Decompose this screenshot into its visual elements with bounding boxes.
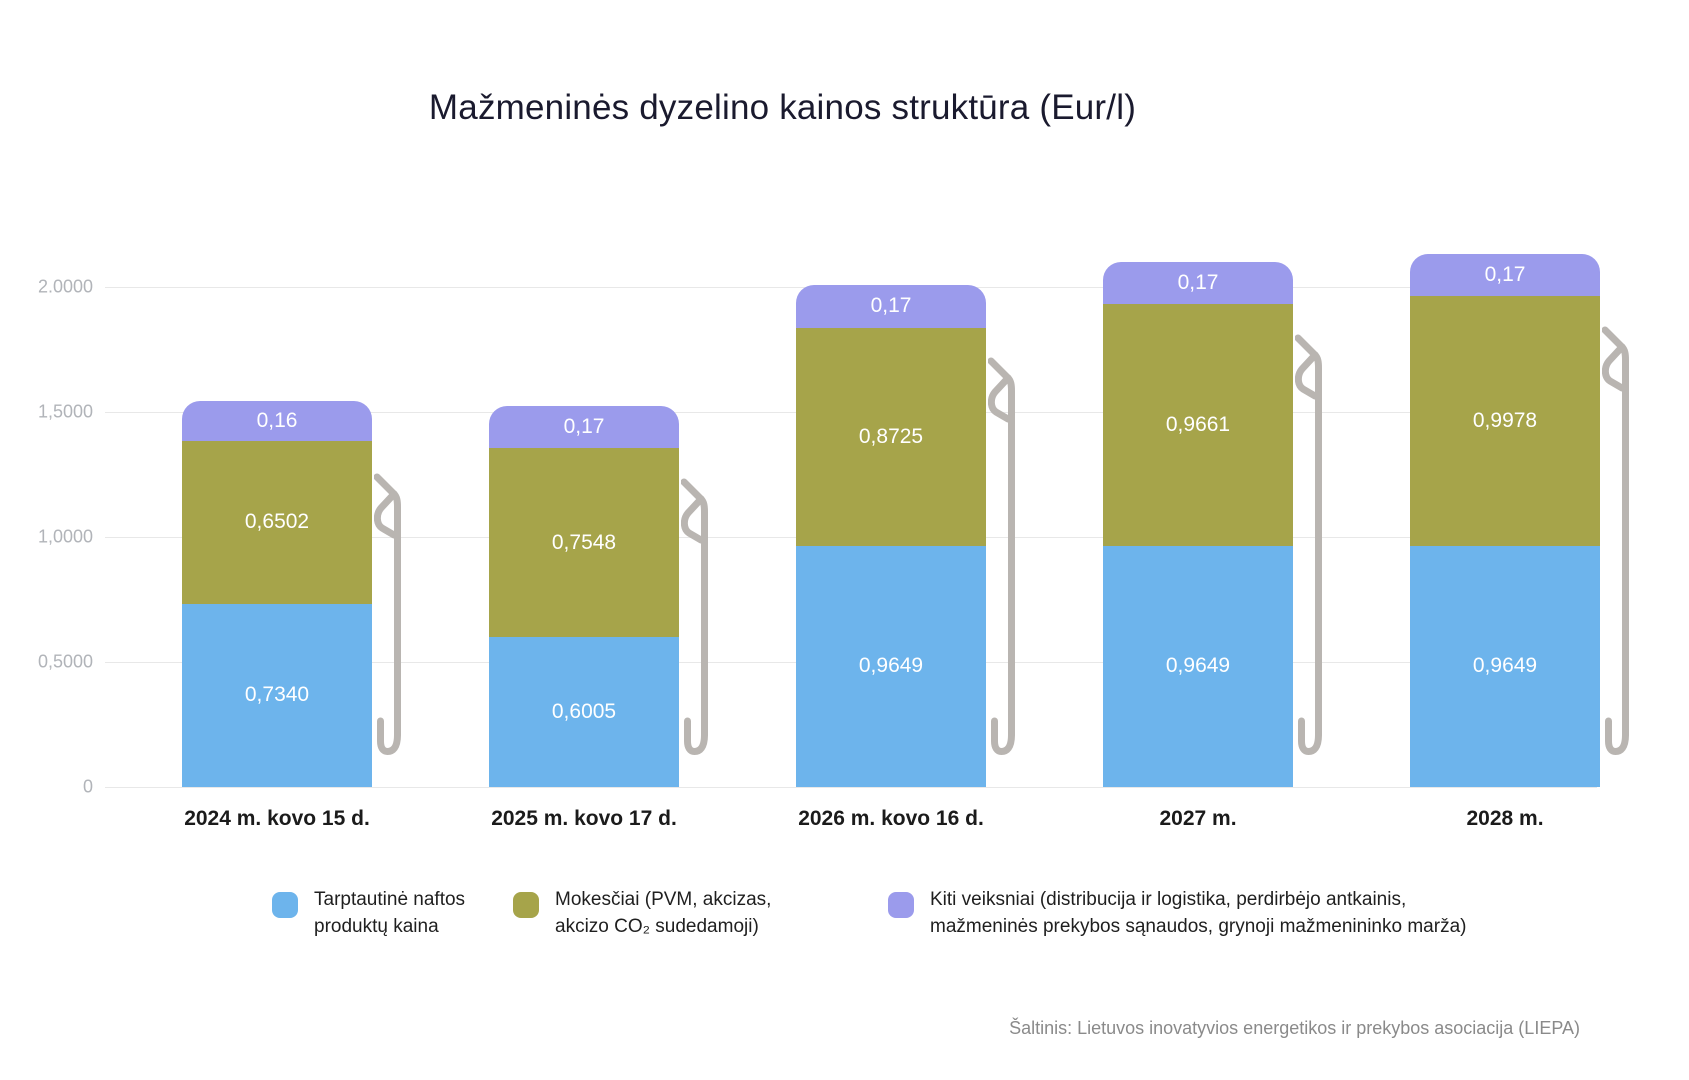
stacked-bar-5: 0,17 0,9978 0,9649: [1410, 253, 1600, 787]
fuel-pump-hose: [394, 534, 401, 717]
bar-segment: 0,9649: [1410, 545, 1600, 787]
bar-value-label: 0,9649: [1165, 654, 1231, 678]
legend-swatch-purple: [888, 892, 914, 918]
bar-segment: 0,9661: [1103, 304, 1293, 546]
fuel-pump-nozzle-icon: [988, 357, 1015, 426]
fuel-pump-nozzle: [681, 476, 711, 755]
y-axis-tick-label: 0,5000: [37, 651, 93, 672]
fuel-pump-nozzle: [1295, 332, 1325, 755]
fuel-pump-nozzle: [374, 471, 404, 755]
x-axis-label: 2025 m. kovo 17 d.: [491, 807, 677, 830]
bar-segment: 0,7340: [182, 603, 372, 787]
fuel-pump-nozzle: [1602, 324, 1632, 755]
legend-item-taxes: Mokesčiai (PVM, akcizas, akcizo CO₂ sude…: [513, 886, 790, 940]
fuel-pump-nozzle-hook-icon: [1605, 710, 1629, 755]
legend-label: Tarptautinė naftos produktų kaina: [314, 889, 466, 937]
x-axis-label: 2026 m. kovo 16 d.: [798, 807, 984, 830]
y-axis-tick-label: 1,5000: [37, 401, 93, 422]
stacked-bar-2: 0,17 0,7548 0,6005: [489, 405, 679, 787]
legend-label: Mokesčiai (PVM, akcizas, akcizo CO₂ sude…: [555, 889, 772, 937]
bar-segment: 0,6502: [182, 440, 372, 604]
plot-area: 2.0000 1,5000 1,0000 0,5000 0 0,16 0,6502 0,734…: [38, 253, 1629, 830]
bar-segment: 0,17: [489, 405, 679, 449]
bar-segment: 0,16: [182, 400, 372, 441]
fuel-pump-nozzle-icon: [374, 473, 401, 541]
bar-value-label: 0,7548: [551, 530, 617, 554]
source-note: Šaltinis: Lietuvos inovatyvios energetik…: [1009, 1018, 1580, 1038]
bar-value-label: 0,7340: [244, 683, 310, 707]
bar-value-label: 0,17: [1484, 263, 1526, 287]
bar-segment: 0,6005: [489, 636, 679, 787]
x-axis-label: 2027 m.: [1159, 807, 1237, 830]
bar-value-label: 0,6005: [551, 699, 617, 723]
y-axis-tick-label: 0: [82, 776, 93, 797]
bar-value-label: 0,9649: [858, 654, 924, 678]
bar-value-label: 0,17: [870, 294, 912, 318]
fuel-pump-nozzle-hook-icon: [684, 710, 708, 755]
bar-value-label: 0,9649: [1472, 654, 1538, 678]
bar-segment: 0,9649: [1103, 545, 1293, 787]
bar-segment: 0,17: [1410, 253, 1600, 297]
bar-segment: 0,8725: [796, 327, 986, 546]
legend-item-other-factors: Kiti veiksniai (distribucija ir logistik…: [888, 886, 1510, 940]
fuel-pump-nozzle-hook-icon: [377, 710, 401, 755]
legend-swatch-blue: [272, 892, 298, 918]
fuel-pump-nozzle-icon: [1295, 334, 1322, 402]
bar-segment: 0,7548: [489, 448, 679, 637]
bar-value-label: 0,9978: [1472, 409, 1538, 433]
bar-segment: 0,17: [796, 285, 986, 328]
fuel-pump-hose: [1315, 395, 1322, 717]
legend-swatch-olive: [513, 892, 539, 918]
fuel-pump-hose: [1622, 387, 1629, 717]
gridline: [105, 787, 1597, 788]
bar-segment: 0,17: [1103, 261, 1293, 305]
bar-value-label: 0,8725: [858, 424, 924, 448]
stacked-bar-3: 0,17 0,8725 0,9649: [796, 285, 986, 787]
bar-value-label: 0,9661: [1165, 413, 1231, 436]
y-axis-tick-label: 1,0000: [37, 526, 93, 547]
chart-legend: Tarptautinė naftos produktų kaina Mokesč…: [0, 886, 1689, 956]
fuel-pump-nozzle-icon: [1602, 326, 1629, 394]
y-axis-tick-label: 2.0000: [37, 276, 93, 297]
bar-value-label: 0,17: [1177, 271, 1219, 294]
bar-value-label: 0,6502: [244, 510, 310, 534]
bar-value-label: 0,16: [256, 408, 298, 432]
fuel-pump-nozzle-hook-icon: [1298, 711, 1322, 755]
fuel-pump-nozzle: [988, 355, 1018, 755]
chart-title: Mažmeninės dyzelino kainos struktūra (Eu…: [428, 88, 1137, 127]
bar-value-label: 0,17: [563, 414, 605, 438]
fuel-pump-hose: [1008, 419, 1015, 717]
x-axis-label: 2028 m.: [1466, 807, 1544, 830]
bar-segment: 0,9649: [796, 545, 986, 787]
fuel-pump-nozzle-hook-icon: [991, 710, 1015, 755]
legend-item-oil-price: Tarptautinė naftos produktų kaina: [272, 886, 499, 940]
x-axis-label: 2024 m. kovo 15 d.: [184, 807, 370, 830]
legend-label: Kiti veiksniai (distribucija ir logistik…: [930, 889, 1467, 937]
bar-segment: 0,9978: [1410, 296, 1600, 546]
stacked-bar-4: 0,17 0,9661 0,9649: [1103, 261, 1293, 787]
fuel-pump-nozzle-icon: [681, 478, 708, 546]
stacked-bar-1: 0,16 0,6502 0,7340: [182, 400, 372, 787]
fuel-pump-hose: [701, 539, 708, 717]
